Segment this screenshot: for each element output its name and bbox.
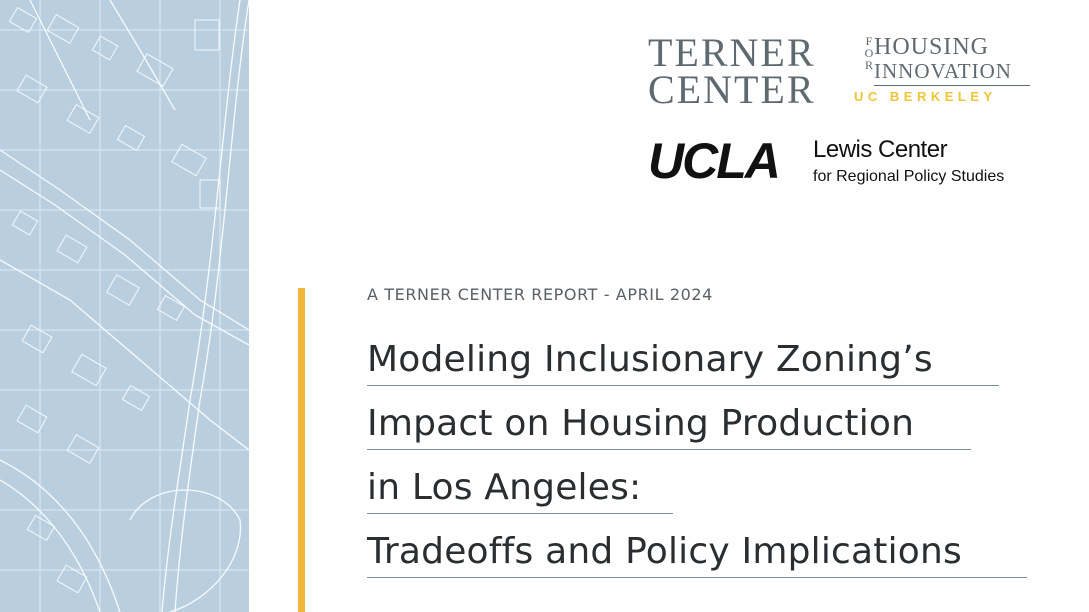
- terner-center-logo: TERNER CENTER F O R HOUSING INNOVATION U…: [648, 30, 1032, 112]
- map-illustration: [0, 0, 249, 612]
- accent-bar: [298, 288, 305, 612]
- terner-for-letter: O: [864, 46, 874, 60]
- terner-uc-berkeley: UC BERKELEY: [854, 89, 997, 104]
- street-map-graphic: [0, 0, 249, 612]
- terner-for-letter: F: [865, 34, 873, 48]
- terner-divider: [874, 85, 1030, 86]
- ucla-wordmark: UCLA: [648, 133, 781, 189]
- report-title-line: Tradeoffs and Policy Implications: [367, 530, 1027, 578]
- terner-innovation: INNOVATION: [874, 59, 1012, 83]
- report-label: A TERNER CENTER REPORT - APRIL 2024: [367, 285, 713, 304]
- terner-housing: HOUSING: [874, 34, 989, 60]
- terner-for-vertical: F O R: [861, 35, 877, 71]
- lewis-center-name: Lewis Center: [813, 136, 948, 163]
- terner-for-letter: R: [864, 58, 873, 72]
- report-title-line: Modeling Inclusionary Zoning’s: [367, 338, 999, 386]
- terner-wordmark-line2: CENTER: [648, 67, 816, 112]
- report-title-line: in Los Angeles:: [367, 466, 673, 514]
- report-title-line: Impact on Housing Production: [367, 402, 971, 450]
- terner-wordmark-line1: TERNER: [648, 30, 816, 75]
- lewis-center-subtitle: for Regional Policy Studies: [813, 168, 1005, 185]
